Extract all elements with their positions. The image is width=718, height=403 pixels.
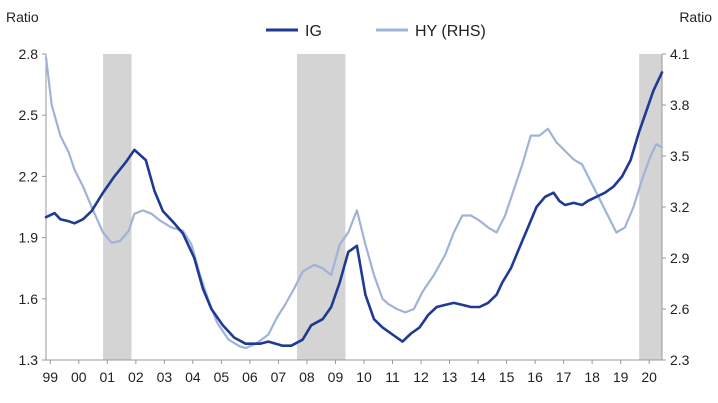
- x-tick-label: 12: [413, 369, 429, 385]
- right-tick-label: 3.2: [670, 199, 690, 215]
- x-tick-label: 14: [470, 369, 486, 385]
- series-line-hy: [44, 56, 664, 350]
- x-tick-label: 01: [100, 369, 116, 385]
- legend-label-ig: IG: [305, 23, 322, 40]
- recession-band-0: [103, 54, 132, 360]
- x-tick-label: 04: [185, 369, 201, 385]
- right-tick-label: 2.9: [670, 250, 690, 266]
- recession-bands: [103, 54, 662, 360]
- x-tick-label: 19: [613, 369, 629, 385]
- right-y-axis-ticks: 2.3 2.6 2.9 3.2 3.5 3.8 4.1: [662, 46, 690, 368]
- x-tick-label: 99: [42, 369, 58, 385]
- left-tick-label: 1.6: [19, 291, 39, 307]
- x-axis-ticks: 99 00 01 02 03 04 05 06 07 08 09 10 11 12 13 14 15 16 17 18…: [42, 360, 657, 385]
- left-tick-label: 2.2: [19, 168, 39, 184]
- x-tick-label: 17: [556, 369, 572, 385]
- right-tick-label: 3.5: [670, 148, 690, 164]
- series-line-ig: [44, 71, 664, 348]
- x-tick-label: 08: [299, 369, 315, 385]
- x-tick-label: 07: [271, 369, 287, 385]
- x-tick-label: 10: [356, 369, 372, 385]
- x-tick-label: 09: [328, 369, 344, 385]
- right-tick-label: 2.6: [670, 301, 690, 317]
- right-tick-label: 2.3: [670, 352, 690, 368]
- series-lines: [44, 56, 664, 350]
- x-tick-label: 05: [214, 369, 230, 385]
- recession-band-1: [296, 54, 346, 360]
- x-tick-label: 11: [385, 369, 400, 385]
- left-y-axis-ticks: 1.3 1.6 1.9 2.2 2.5 2.8: [19, 46, 46, 368]
- left-tick-label: 2.5: [19, 107, 39, 123]
- right-tick-label: 3.8: [670, 97, 690, 113]
- left-tick-label: 2.8: [19, 46, 39, 62]
- legend: IG HY (RHS): [266, 23, 486, 40]
- right-tick-label: 4.1: [670, 46, 690, 62]
- x-tick-label: 02: [128, 369, 144, 385]
- x-tick-label: 00: [71, 369, 87, 385]
- x-tick-label: 06: [242, 369, 258, 385]
- x-tick-label: 13: [442, 369, 458, 385]
- left-axis-title: Ratio: [6, 9, 39, 25]
- x-tick-label: 03: [157, 369, 173, 385]
- x-tick-label: 15: [499, 369, 515, 385]
- x-tick-label: 16: [527, 369, 543, 385]
- x-tick-label: 20: [641, 369, 657, 385]
- recession-band-2: [639, 54, 662, 360]
- legend-label-hy: HY (RHS): [415, 23, 486, 40]
- left-tick-label: 1.9: [19, 230, 39, 246]
- x-tick-label: 18: [584, 369, 600, 385]
- left-tick-label: 1.3: [19, 352, 39, 368]
- right-axis-title: Ratio: [679, 9, 712, 25]
